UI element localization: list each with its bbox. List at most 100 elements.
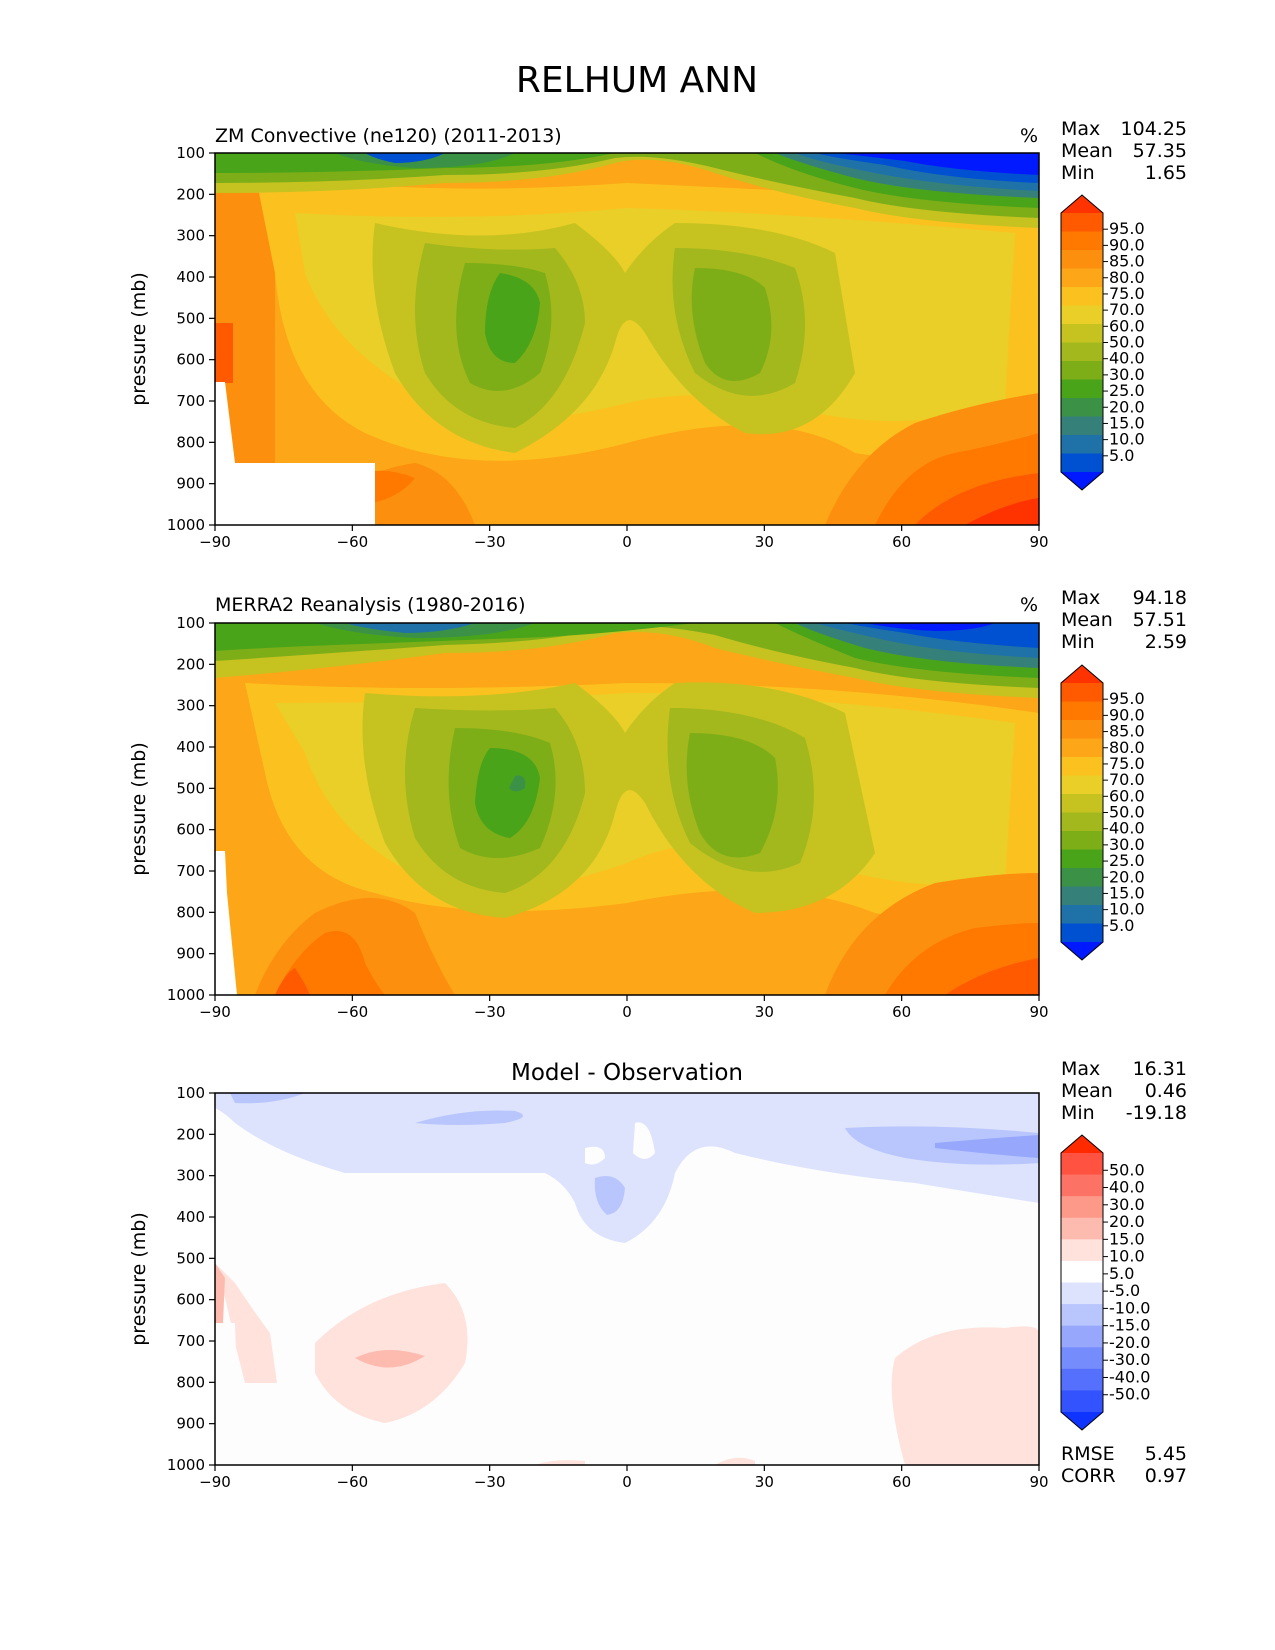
colorbar-segment <box>1061 1368 1103 1391</box>
x-tick-label: 30 <box>755 1003 774 1021</box>
y-tick-label: 400 <box>176 1208 205 1226</box>
colorbar-label: 15.0 <box>1109 883 1145 902</box>
y-tick-label: 900 <box>176 475 205 493</box>
colorbar-label: 95.0 <box>1109 689 1145 708</box>
colorbar-segment <box>1061 287 1103 306</box>
colorbar-label: 70.0 <box>1109 770 1145 789</box>
error-stats: RMSE 5.45 CORR 0.97 <box>1061 1443 1187 1487</box>
y-tick-label: 500 <box>176 309 205 327</box>
panel-model: ZM Convective (ne120) (2011-2013) % Max … <box>128 118 1187 551</box>
stat-label: Max <box>1061 118 1100 140</box>
colorbar-label: 90.0 <box>1109 705 1145 724</box>
colorbar-segment <box>1061 1153 1103 1176</box>
colorbar-label: -15.0 <box>1109 1316 1150 1335</box>
x-ticks: −90 −60 −30 0 30 60 90 <box>199 995 1049 1021</box>
colorbar-outline <box>1060 194 1104 491</box>
y-tick-label: 300 <box>176 697 205 715</box>
colorbar-segment <box>1061 361 1103 380</box>
x-tick-label: 0 <box>622 1473 632 1491</box>
stat-label: CORR <box>1061 1465 1116 1487</box>
colorbar-outline <box>1060 1134 1104 1431</box>
y-ticks: 100 200 300 400 500 600 700 800 900 1000 <box>167 144 215 534</box>
stat-value: 16.31 <box>1133 1058 1187 1080</box>
colorbar-label: 30.0 <box>1109 835 1145 854</box>
colorbar-segment <box>1061 1390 1103 1413</box>
stat-label: Min <box>1061 631 1095 653</box>
colorbar-segment <box>1061 1174 1103 1197</box>
y-tick-label: 500 <box>176 1249 205 1267</box>
colorbar-segment <box>1061 1239 1103 1262</box>
x-tick-label: 0 <box>622 533 632 551</box>
colorbar-segment <box>1061 435 1103 454</box>
colorbar-outline <box>1060 664 1104 961</box>
contour-plot <box>215 153 1039 525</box>
colorbar-label: -30.0 <box>1109 1350 1150 1369</box>
stat-value: 1.65 <box>1145 162 1187 184</box>
y-tick-label: 1000 <box>167 986 205 1004</box>
y-tick-label: 600 <box>176 821 205 839</box>
colorbar-segment <box>1061 905 1103 924</box>
panel-difference: Model - Observation Max 16.31 Mean 0.46 … <box>128 1058 1187 1491</box>
x-tick-label: 30 <box>755 533 774 551</box>
y-tick-label: 100 <box>176 144 205 162</box>
x-tick-label: −30 <box>474 1003 506 1021</box>
contour-plot <box>215 1093 1039 1465</box>
x-tick-label: −30 <box>474 1473 506 1491</box>
y-tick-label: 300 <box>176 1167 205 1185</box>
y-axis-label: pressure (mb) <box>128 1212 150 1346</box>
x-tick-label: 60 <box>892 1003 911 1021</box>
colorbar-label: 25.0 <box>1109 851 1145 870</box>
y-tick-label: 700 <box>176 1332 205 1350</box>
colorbar-segment <box>1061 379 1103 399</box>
stat-value: 2.59 <box>1145 631 1187 653</box>
colorbar-segment <box>1061 720 1103 739</box>
colorbar-label: 20.0 <box>1109 397 1145 416</box>
colorbar-label: 90.0 <box>1109 235 1145 254</box>
colorbar-label: -5.0 <box>1109 1281 1140 1300</box>
colorbar-label: 20.0 <box>1109 867 1145 886</box>
x-tick-label: 90 <box>1029 1473 1048 1491</box>
colorbar-segment <box>1061 305 1103 325</box>
y-tick-label: 200 <box>176 185 205 203</box>
x-tick-label: 0 <box>622 1003 632 1021</box>
stat-value: 0.46 <box>1145 1080 1187 1102</box>
colorbar-segment <box>1061 794 1103 813</box>
colorbar-label: 20.0 <box>1109 1212 1145 1231</box>
figure-title: RELHUM ANN <box>516 60 758 101</box>
panel-units: % <box>1020 594 1038 616</box>
colorbar-label: 10.0 <box>1109 900 1145 919</box>
colorbar-extend-max <box>1061 195 1103 213</box>
colorbar: 95.090.085.080.075.070.060.050.040.030.0… <box>1060 664 1145 961</box>
colorbar-label: 85.0 <box>1109 722 1145 741</box>
x-tick-label: −90 <box>199 533 231 551</box>
stat-label: Mean <box>1061 609 1113 631</box>
y-tick-label: 1000 <box>167 1456 205 1474</box>
colorbar-segment <box>1061 1325 1103 1348</box>
y-tick-label: 800 <box>176 903 205 921</box>
y-tick-label: 100 <box>176 1084 205 1102</box>
colorbar-segment <box>1061 701 1103 721</box>
colorbar-label: 40.0 <box>1109 349 1145 368</box>
colorbar-segment <box>1061 250 1103 269</box>
stat-value: -19.18 <box>1126 1102 1187 1124</box>
y-tick-label: 900 <box>176 945 205 963</box>
colorbar-label: 60.0 <box>1109 786 1145 805</box>
colorbar-label: -40.0 <box>1109 1367 1150 1386</box>
colorbar-extend-min <box>1061 942 1103 960</box>
y-axis-label: pressure (mb) <box>128 272 150 406</box>
colorbar-extend-min <box>1061 472 1103 490</box>
y-tick-label: 600 <box>176 351 205 369</box>
colorbar-label: 25.0 <box>1109 381 1145 400</box>
colorbar-segment <box>1061 1217 1103 1240</box>
x-tick-label: 90 <box>1029 533 1048 551</box>
colorbar-label: 40.0 <box>1109 1178 1145 1197</box>
x-tick-label: −60 <box>337 1473 369 1491</box>
colorbar-segment <box>1061 775 1103 795</box>
colorbar-label: 95.0 <box>1109 219 1145 238</box>
x-ticks: −90 −60 −30 0 30 60 90 <box>199 525 1049 551</box>
stats-block: Max 94.18 Mean 57.51 Min 2.59 <box>1061 587 1187 653</box>
y-ticks: 100 200 300 400 500 600 700 800 900 1000 <box>167 614 215 1004</box>
stat-value: 104.25 <box>1121 118 1187 140</box>
colorbar-segment <box>1061 1260 1103 1283</box>
